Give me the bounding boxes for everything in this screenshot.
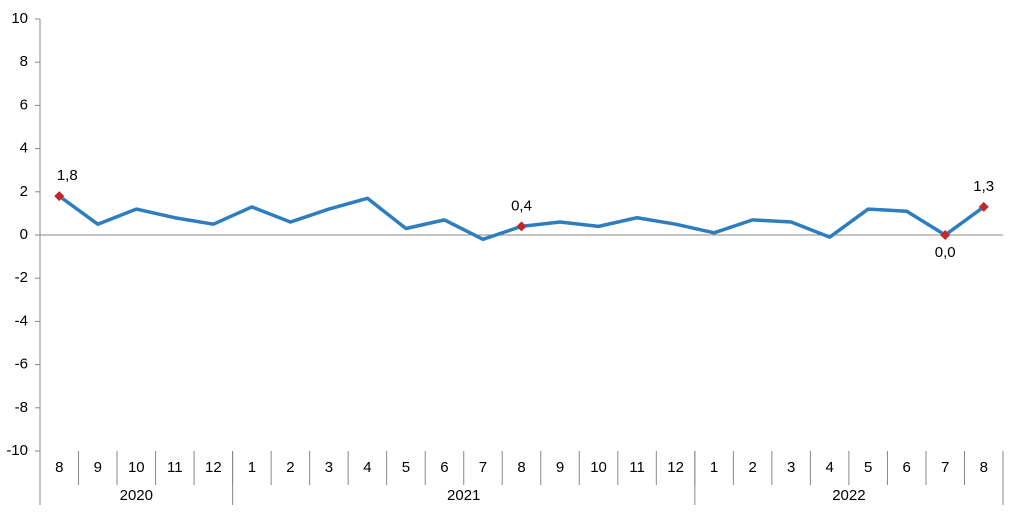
marker <box>978 201 989 212</box>
x-tick-label: 1 <box>248 459 256 476</box>
y-tick-label: -8 <box>15 399 28 416</box>
x-tick-label: 1 <box>710 459 718 476</box>
x-tick-label: 5 <box>402 459 410 476</box>
y-tick-label: -4 <box>15 312 28 329</box>
x-tick-label: 12 <box>205 459 222 476</box>
x-tick-label: 6 <box>903 459 911 476</box>
y-tick-label: -2 <box>15 269 28 286</box>
x-tick-label: 6 <box>440 459 448 476</box>
data-label: 1,8 <box>57 167 78 184</box>
x-tick-label: 2 <box>286 459 294 476</box>
x-group-label: 2022 <box>832 487 865 504</box>
x-tick-label: 5 <box>864 459 872 476</box>
y-tick-label: 8 <box>20 53 28 70</box>
data-label: 0,4 <box>511 197 532 214</box>
y-tick-label: -6 <box>15 356 28 373</box>
x-tick-label: 3 <box>325 459 333 476</box>
x-tick-label: 7 <box>479 459 487 476</box>
marker <box>516 221 527 232</box>
x-group-label: 2020 <box>120 487 153 504</box>
x-tick-label: 8 <box>517 459 525 476</box>
marker <box>940 230 951 240</box>
x-tick-label: 4 <box>363 459 371 476</box>
data-label: 0,0 <box>935 244 956 261</box>
x-tick-label: 9 <box>94 459 102 476</box>
x-tick-label: 11 <box>167 459 183 476</box>
y-tick-label: 10 <box>11 10 28 27</box>
x-tick-label: 12 <box>667 459 684 476</box>
x-tick-label: 2 <box>748 459 756 476</box>
x-tick-label: 9 <box>556 459 564 476</box>
x-tick-label: 3 <box>787 459 795 476</box>
y-tick-label: 0 <box>20 226 28 243</box>
x-tick-label: 7 <box>941 459 949 476</box>
x-tick-label: 11 <box>629 459 645 476</box>
y-tick-label: -10 <box>6 442 28 459</box>
data-label: 1,3 <box>973 178 994 195</box>
y-tick-label: 2 <box>20 183 28 200</box>
x-group-label: 2021 <box>447 487 480 504</box>
y-tick-label: 6 <box>20 96 28 113</box>
x-tick-label: 4 <box>825 459 833 476</box>
x-tick-label: 10 <box>128 459 145 476</box>
x-tick-label: 8 <box>55 459 63 476</box>
y-tick-label: 4 <box>20 140 28 157</box>
x-tick-label: 10 <box>590 459 607 476</box>
x-tick-label: 8 <box>980 459 988 476</box>
marker <box>54 191 65 202</box>
